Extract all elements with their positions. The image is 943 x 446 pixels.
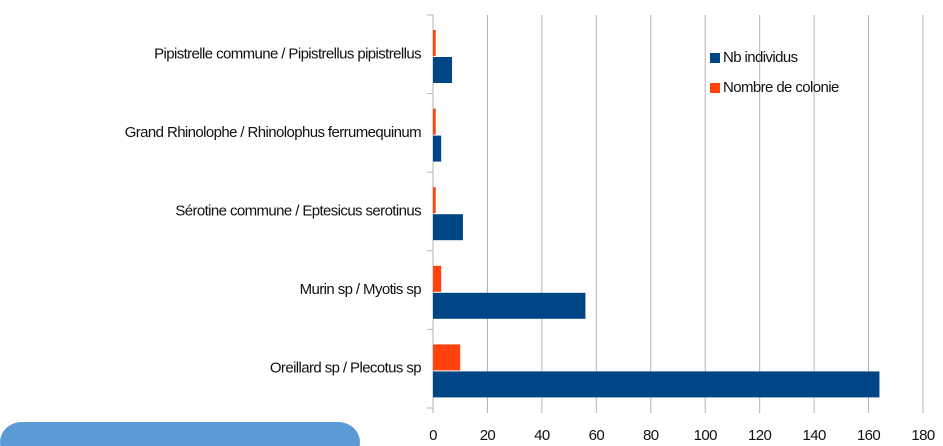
x-tick-label: 0 bbox=[429, 427, 437, 444]
page: {"chart_data": {"type": "bar", "orientat… bbox=[0, 0, 943, 446]
x-tick-label: 140 bbox=[802, 427, 825, 444]
background-image-fragment bbox=[0, 422, 360, 446]
y-tick-label: Grand Rhinolophe / Rhinolophus ferrumequ… bbox=[125, 124, 421, 141]
bar bbox=[433, 266, 441, 292]
bar bbox=[433, 371, 879, 397]
bar bbox=[433, 136, 441, 162]
bar bbox=[433, 214, 463, 240]
x-tick-label: 40 bbox=[534, 427, 550, 444]
y-tick-label: Sérotine commune / Eptesicus serotinus bbox=[175, 202, 421, 219]
y-tick-label: Murin sp / Myotis sp bbox=[300, 281, 422, 298]
legend-label: Nb individus bbox=[723, 49, 798, 66]
bar bbox=[433, 57, 452, 83]
bar bbox=[433, 293, 585, 319]
x-tick-label: 20 bbox=[480, 427, 496, 444]
x-tick-label: 60 bbox=[589, 427, 605, 444]
bar bbox=[433, 30, 436, 56]
y-tick-label: Oreillard sp / Plecotus sp bbox=[270, 360, 421, 377]
bar bbox=[433, 109, 436, 135]
x-tick-label: 120 bbox=[748, 427, 771, 444]
legend-swatch bbox=[710, 53, 720, 63]
legend-swatch bbox=[710, 83, 720, 93]
x-tick-label: 100 bbox=[694, 427, 717, 444]
bar bbox=[433, 187, 436, 213]
legend-label: Nombre de colonie bbox=[723, 79, 839, 96]
x-tick-label: 160 bbox=[857, 427, 880, 444]
chart: 0 20 40 60 80 100 120 140 160 180 Pipistrelle comm… bbox=[0, 0, 943, 446]
bar bbox=[433, 344, 460, 370]
y-tick-label: Pipistrelle commune / Pipistrellus pipis… bbox=[154, 45, 421, 62]
x-tick-label: 80 bbox=[643, 427, 659, 444]
x-tick-label: 180 bbox=[911, 427, 934, 444]
